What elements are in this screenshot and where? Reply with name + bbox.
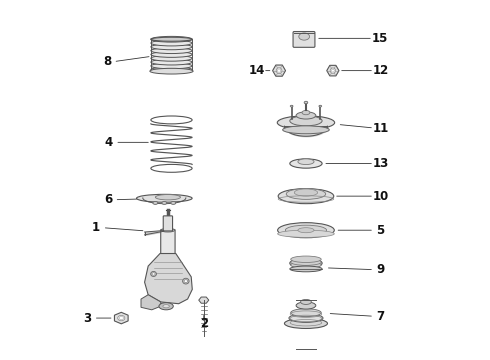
Text: 10: 10 xyxy=(372,190,389,203)
Ellipse shape xyxy=(118,315,125,321)
Ellipse shape xyxy=(291,262,321,268)
Ellipse shape xyxy=(296,302,316,309)
Ellipse shape xyxy=(153,202,158,204)
Ellipse shape xyxy=(151,36,192,42)
Ellipse shape xyxy=(183,278,189,284)
Text: 2: 2 xyxy=(200,317,208,330)
Text: 8: 8 xyxy=(103,55,111,68)
Ellipse shape xyxy=(300,300,311,305)
Text: 12: 12 xyxy=(372,64,389,77)
Ellipse shape xyxy=(277,116,335,130)
Polygon shape xyxy=(272,65,286,76)
Ellipse shape xyxy=(285,225,326,235)
Ellipse shape xyxy=(151,59,192,65)
Ellipse shape xyxy=(298,228,314,233)
Ellipse shape xyxy=(151,271,156,276)
Ellipse shape xyxy=(302,111,310,115)
Ellipse shape xyxy=(171,202,176,204)
FancyBboxPatch shape xyxy=(293,32,315,47)
Polygon shape xyxy=(199,297,209,303)
Ellipse shape xyxy=(304,101,308,104)
Ellipse shape xyxy=(137,194,192,202)
Ellipse shape xyxy=(290,116,322,126)
Ellipse shape xyxy=(151,48,192,54)
Ellipse shape xyxy=(151,44,192,50)
Ellipse shape xyxy=(296,112,316,119)
Ellipse shape xyxy=(291,256,321,262)
Polygon shape xyxy=(141,295,161,310)
Ellipse shape xyxy=(290,159,322,168)
FancyBboxPatch shape xyxy=(161,229,175,254)
Ellipse shape xyxy=(331,69,334,72)
Text: 9: 9 xyxy=(376,263,385,276)
Ellipse shape xyxy=(155,194,180,200)
Ellipse shape xyxy=(294,189,318,196)
Ellipse shape xyxy=(290,258,322,268)
Ellipse shape xyxy=(278,189,334,204)
Ellipse shape xyxy=(151,40,192,46)
Ellipse shape xyxy=(151,67,192,73)
Text: 15: 15 xyxy=(371,32,388,45)
Ellipse shape xyxy=(150,68,193,74)
Ellipse shape xyxy=(184,280,188,283)
Ellipse shape xyxy=(319,105,322,107)
Ellipse shape xyxy=(162,202,167,204)
Ellipse shape xyxy=(151,55,192,61)
Ellipse shape xyxy=(283,126,329,134)
Ellipse shape xyxy=(286,189,326,199)
Ellipse shape xyxy=(119,316,123,320)
Ellipse shape xyxy=(277,69,281,72)
Ellipse shape xyxy=(159,303,173,310)
Ellipse shape xyxy=(285,319,327,328)
Ellipse shape xyxy=(278,230,334,237)
Text: 11: 11 xyxy=(372,122,389,135)
Ellipse shape xyxy=(330,68,336,73)
Text: 6: 6 xyxy=(104,193,112,206)
Ellipse shape xyxy=(276,68,282,73)
Ellipse shape xyxy=(151,63,192,69)
Text: 5: 5 xyxy=(376,224,385,237)
Text: 13: 13 xyxy=(372,157,389,170)
Ellipse shape xyxy=(278,223,334,238)
Ellipse shape xyxy=(152,273,155,275)
Ellipse shape xyxy=(163,305,170,308)
Ellipse shape xyxy=(290,105,293,107)
Text: 3: 3 xyxy=(83,311,91,325)
Polygon shape xyxy=(327,66,339,76)
Ellipse shape xyxy=(161,228,175,232)
Ellipse shape xyxy=(291,309,321,317)
Ellipse shape xyxy=(291,259,321,265)
Text: 14: 14 xyxy=(248,64,265,77)
Ellipse shape xyxy=(290,266,322,272)
Text: 7: 7 xyxy=(376,310,385,323)
Text: 1: 1 xyxy=(92,221,100,234)
Text: 4: 4 xyxy=(104,136,113,149)
Ellipse shape xyxy=(151,51,192,57)
Ellipse shape xyxy=(289,314,323,322)
Ellipse shape xyxy=(298,159,314,165)
Polygon shape xyxy=(145,253,192,304)
Ellipse shape xyxy=(299,33,310,40)
FancyBboxPatch shape xyxy=(163,216,172,231)
Polygon shape xyxy=(115,312,128,324)
Ellipse shape xyxy=(151,37,192,41)
